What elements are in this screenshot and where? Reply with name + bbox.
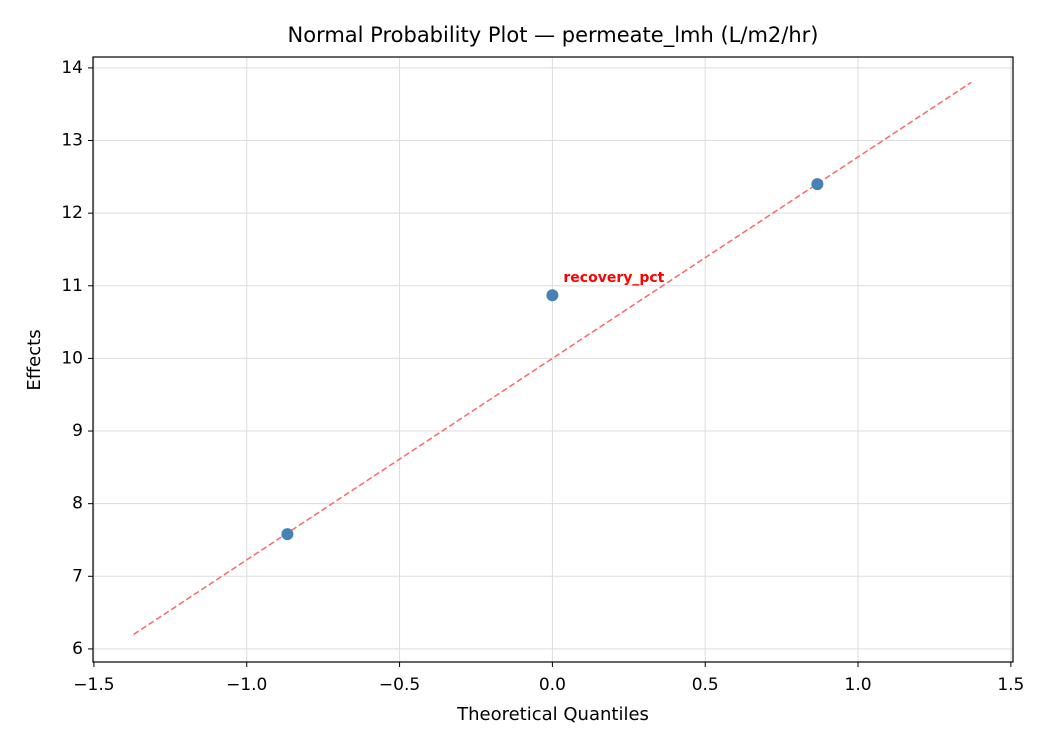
y-axis-label: Effects — [24, 329, 45, 390]
x-tick-label: −1.0 — [226, 675, 267, 695]
chart-title: Normal Probability Plot — permeate_lmh (… — [288, 23, 819, 48]
y-tick-label: 6 — [72, 639, 83, 659]
x-tick-label: 0.5 — [692, 675, 719, 695]
y-tick-label: 14 — [61, 58, 83, 78]
y-tick-label: 11 — [61, 276, 83, 296]
point — [281, 528, 294, 541]
y-tick-label: 10 — [61, 348, 83, 368]
reference-line — [133, 81, 972, 636]
x-tick-label: 1.5 — [997, 675, 1024, 695]
x-axis-label: Theoretical Quantiles — [456, 704, 649, 725]
y-tick-label: 8 — [72, 494, 83, 514]
y-tick-label: 7 — [72, 566, 83, 586]
point — [811, 178, 824, 191]
plot-frame — [92, 56, 1014, 663]
x-tick-label: 0.0 — [539, 675, 566, 695]
y-tick-label: 13 — [61, 131, 83, 151]
point-label: recovery_pct — [563, 270, 664, 286]
x-tick-label: 1.0 — [845, 675, 872, 695]
x-tick-label: −1.5 — [73, 675, 114, 695]
x-tick-label: −0.5 — [379, 675, 420, 695]
y-tick-label: 9 — [72, 421, 83, 441]
y-tick-label: 12 — [61, 203, 83, 223]
point — [546, 289, 559, 302]
